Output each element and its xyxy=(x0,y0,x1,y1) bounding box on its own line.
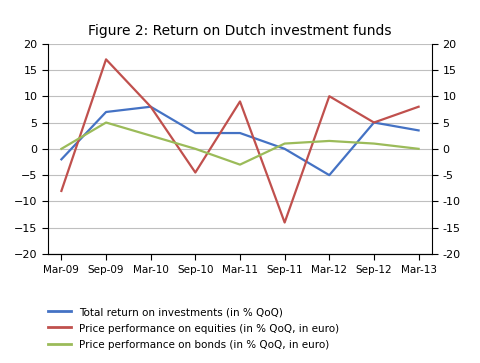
Total return on investments (in % QoQ) xyxy=(59,157,64,162)
Price performance on equities (in % QoQ, in euro) xyxy=(237,99,243,104)
Price performance on bonds (in % QoQ, in euro) xyxy=(148,134,154,138)
Total return on investments (in % QoQ) xyxy=(103,110,109,114)
Price performance on bonds (in % QoQ, in euro) xyxy=(237,163,243,167)
Price performance on bonds (in % QoQ, in euro) xyxy=(326,139,332,143)
Price performance on bonds (in % QoQ, in euro) xyxy=(103,121,109,125)
Line: Price performance on bonds (in % QoQ, in euro): Price performance on bonds (in % QoQ, in… xyxy=(61,123,419,165)
Title: Figure 2: Return on Dutch investment funds: Figure 2: Return on Dutch investment fun… xyxy=(88,24,392,38)
Total return on investments (in % QoQ) xyxy=(237,131,243,135)
Price performance on bonds (in % QoQ, in euro) xyxy=(416,147,421,151)
Price performance on equities (in % QoQ, in euro) xyxy=(416,105,421,109)
Line: Total return on investments (in % QoQ): Total return on investments (in % QoQ) xyxy=(61,107,419,175)
Total return on investments (in % QoQ) xyxy=(192,131,198,135)
Price performance on equities (in % QoQ, in euro) xyxy=(59,189,64,193)
Line: Price performance on equities (in % QoQ, in euro): Price performance on equities (in % QoQ,… xyxy=(61,59,419,223)
Total return on investments (in % QoQ) xyxy=(416,128,421,132)
Total return on investments (in % QoQ) xyxy=(282,147,288,151)
Legend: Total return on investments (in % QoQ), Price performance on equities (in % QoQ,: Total return on investments (in % QoQ), … xyxy=(44,303,343,354)
Price performance on equities (in % QoQ, in euro) xyxy=(148,105,154,109)
Price performance on equities (in % QoQ, in euro) xyxy=(282,220,288,225)
Price performance on bonds (in % QoQ, in euro) xyxy=(371,142,377,146)
Price performance on equities (in % QoQ, in euro) xyxy=(103,57,109,61)
Price performance on bonds (in % QoQ, in euro) xyxy=(282,142,288,146)
Price performance on bonds (in % QoQ, in euro) xyxy=(59,147,64,151)
Total return on investments (in % QoQ) xyxy=(326,173,332,178)
Price performance on bonds (in % QoQ, in euro) xyxy=(192,147,198,151)
Price performance on equities (in % QoQ, in euro) xyxy=(326,94,332,98)
Price performance on equities (in % QoQ, in euro) xyxy=(192,170,198,175)
Total return on investments (in % QoQ) xyxy=(371,121,377,125)
Price performance on equities (in % QoQ, in euro) xyxy=(371,121,377,125)
Total return on investments (in % QoQ) xyxy=(148,105,154,109)
